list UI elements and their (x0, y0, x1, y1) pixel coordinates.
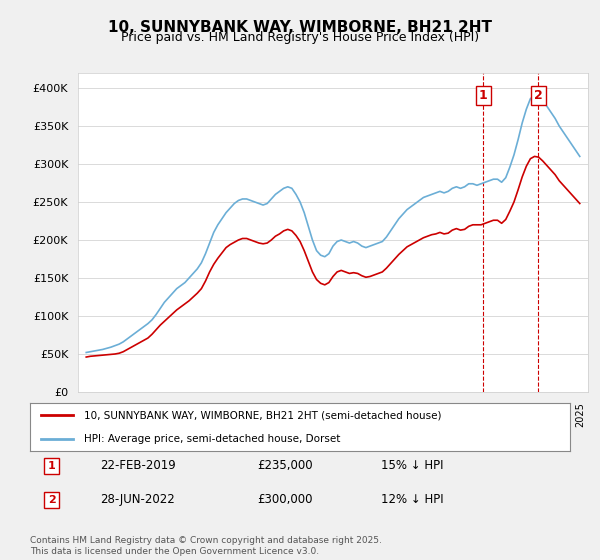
Text: Price paid vs. HM Land Registry's House Price Index (HPI): Price paid vs. HM Land Registry's House … (121, 31, 479, 44)
Text: Contains HM Land Registry data © Crown copyright and database right 2025.
This d: Contains HM Land Registry data © Crown c… (30, 536, 382, 556)
Text: HPI: Average price, semi-detached house, Dorset: HPI: Average price, semi-detached house,… (84, 434, 340, 444)
Text: 10, SUNNYBANK WAY, WIMBORNE, BH21 2HT (semi-detached house): 10, SUNNYBANK WAY, WIMBORNE, BH21 2HT (s… (84, 410, 442, 420)
Text: £300,000: £300,000 (257, 493, 312, 506)
Text: £235,000: £235,000 (257, 459, 313, 473)
Text: 1: 1 (479, 89, 488, 102)
Text: 12% ↓ HPI: 12% ↓ HPI (381, 493, 443, 506)
Text: 1: 1 (48, 461, 55, 471)
Text: 10, SUNNYBANK WAY, WIMBORNE, BH21 2HT: 10, SUNNYBANK WAY, WIMBORNE, BH21 2HT (108, 20, 492, 35)
Text: 2: 2 (534, 89, 543, 102)
Text: 15% ↓ HPI: 15% ↓ HPI (381, 459, 443, 473)
Text: 2: 2 (48, 495, 55, 505)
Text: 22-FEB-2019: 22-FEB-2019 (100, 459, 176, 473)
Text: 28-JUN-2022: 28-JUN-2022 (100, 493, 175, 506)
